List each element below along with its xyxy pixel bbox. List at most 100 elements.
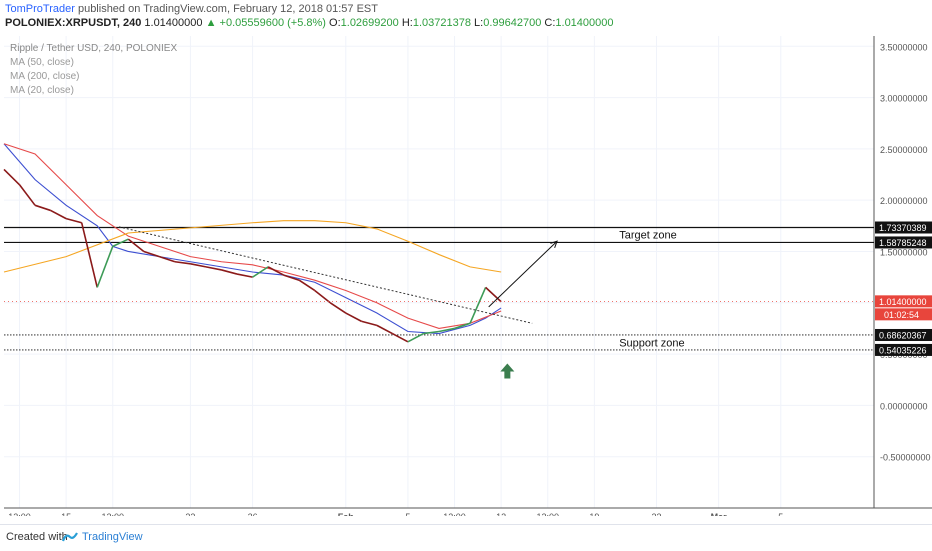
- ma-line-3: [3, 220, 502, 273]
- up-triangle-icon: ▲: [205, 17, 217, 29]
- price-segment-1: [3, 168, 21, 186]
- price-segment-22: [329, 302, 347, 314]
- y-tick-label-2: 2.50000000: [880, 145, 928, 155]
- price-segment-18: [267, 266, 285, 276]
- price-level-tag-2: [875, 328, 932, 341]
- price-segment-31: [469, 287, 487, 324]
- price-segment-20: [298, 279, 316, 292]
- price-level-label-1: 1.58785248: [879, 238, 927, 248]
- x-tick-label-5: Feb: [338, 512, 355, 516]
- created-with-text: Created with: [6, 531, 68, 543]
- price-segment-5: [65, 217, 82, 224]
- price-chart[interactable]: 3.50000000 3.00000000 2.50000000 2.00000000…: [0, 36, 932, 522]
- chart-area[interactable]: 3.50000000 3.00000000 2.50000000 2.00000000…: [0, 36, 932, 522]
- tradingview-brand[interactable]: TradingView: [82, 531, 143, 543]
- price-segment-26: [392, 332, 409, 343]
- low-label: L:: [474, 17, 484, 29]
- price-segment-17: [252, 266, 269, 278]
- price-segment-3: [34, 204, 51, 212]
- price-segment-16: [236, 273, 253, 278]
- open-label: O:: [329, 17, 341, 29]
- x-tick-label-7: 12:00: [443, 512, 466, 516]
- legend-ma200[interactable]: MA (200, close): [10, 71, 80, 82]
- price-segment-19: [283, 274, 300, 281]
- price-segment-30: [454, 322, 471, 330]
- price-level-label-0: 1.73370389: [879, 223, 927, 233]
- author-link[interactable]: TomProTrader: [5, 3, 75, 15]
- publish-info: TomProTrader published on TradingView.co…: [5, 3, 378, 15]
- x-tick-label-2: 12:00: [101, 512, 124, 516]
- legend: Ripple / Tether USD, 240, POLONIEX MA (5…: [10, 42, 177, 98]
- projection-arrow: [488, 240, 558, 308]
- price-level-label-2: 0.68620367: [879, 330, 927, 340]
- countdown-tag: [875, 308, 932, 321]
- footer: Created with TradingView: [0, 524, 932, 551]
- legend-ma50[interactable]: MA (50, close): [10, 57, 74, 68]
- last-price: 1.01400000: [144, 17, 203, 29]
- high-value: 1.03721378: [412, 17, 471, 29]
- change-value: +0.05559600 (+5.8%): [219, 17, 326, 29]
- legend-title: Ripple / Tether USD, 240, POLONIEX: [10, 43, 178, 54]
- price-level-label-3: 0.54035226: [879, 345, 927, 355]
- target-zone-label: Target zone: [619, 230, 676, 242]
- close-label: C:: [544, 17, 556, 29]
- x-tick-label-3: 22: [185, 512, 195, 516]
- y-tick-label-7: 0.00000000: [880, 401, 928, 411]
- price-segment-10: [143, 250, 160, 258]
- price-segment-8: [112, 238, 129, 248]
- support-zone-label: Support zone: [619, 337, 684, 349]
- x-tick-label-6: 5: [405, 512, 410, 516]
- price-segment-6: [80, 222, 98, 288]
- y-tick-label-8: -0.50000000: [880, 453, 931, 463]
- price-level-tag-0: [875, 221, 932, 234]
- projection-arrowhead: [550, 240, 558, 248]
- price-segment-24: [361, 320, 378, 327]
- price-segment-11: [159, 255, 176, 263]
- y-tick-label-3: 2.00000000: [880, 196, 928, 206]
- price-level-tag-1: [875, 236, 932, 249]
- x-tick-label-4: 26: [248, 512, 258, 516]
- price-level-tag-3: [875, 343, 932, 356]
- price-segment-28: [423, 330, 440, 335]
- close-value: 1.01400000: [555, 17, 614, 29]
- x-tick-label-12: Mar: [711, 512, 728, 516]
- trendline: [118, 226, 533, 324]
- x-tick-label-9: 12:00: [536, 512, 559, 516]
- x-tick-label-10: 19: [589, 512, 599, 516]
- price-segment-27: [407, 332, 424, 343]
- up-arrow-icon: [500, 363, 515, 379]
- legend-ma20[interactable]: MA (20, close): [10, 85, 74, 96]
- high-label: H:: [401, 17, 413, 29]
- x-tick-label-8: 12: [496, 512, 506, 516]
- price-segment-4: [50, 209, 67, 220]
- x-tick-label-0: 12:00: [8, 512, 31, 516]
- countdown-label: 01:02:54: [884, 310, 919, 320]
- symbol-label: POLONIEX:XRPUSDT, 240: [5, 17, 142, 29]
- ma-line-2: [3, 143, 502, 329]
- price-segment-7: [96, 246, 114, 288]
- x-tick-label-13: 5: [778, 512, 783, 516]
- price-segment-2: [18, 184, 36, 206]
- x-tick-label-1: 15: [61, 512, 71, 516]
- price-segment-13: [190, 263, 207, 268]
- price-segment-15: [221, 269, 238, 275]
- ma-line-1: [3, 143, 502, 335]
- published-text: published on TradingView.com, February 1…: [77, 3, 378, 15]
- price-segment-32: [485, 286, 502, 303]
- price-segment-14: [205, 266, 222, 271]
- price-segment-9: [127, 238, 145, 253]
- low-value: 0.99642700: [483, 17, 542, 29]
- price-segment-25: [376, 324, 393, 335]
- open-value: 1.02699200: [340, 17, 399, 29]
- x-tick-label-11: 23: [651, 512, 661, 516]
- ohlc-bar: POLONIEX:XRPUSDT, 240 1.01400000 ▲ +0.05…: [5, 17, 614, 29]
- price-segment-21: [314, 289, 331, 304]
- price-segment-23: [345, 312, 362, 322]
- y-tick-label-0: 3.50000000: [880, 42, 928, 52]
- last-price-tag: [875, 295, 932, 308]
- y-tick-label-1: 3.00000000: [880, 94, 928, 104]
- price-segment-12: [174, 260, 191, 265]
- y-tick-label-4: 1.50000000: [880, 247, 928, 257]
- price-segment-29: [438, 327, 455, 333]
- tradingview-logo-icon: [62, 532, 78, 542]
